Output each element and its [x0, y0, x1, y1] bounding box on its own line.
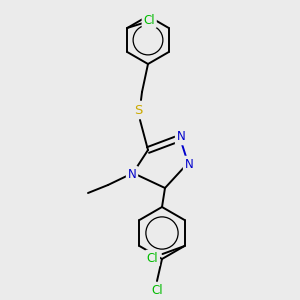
Text: Cl: Cl	[151, 284, 163, 298]
Text: N: N	[177, 130, 185, 143]
Text: Cl: Cl	[143, 14, 155, 26]
Text: Cl: Cl	[147, 251, 158, 265]
Text: S: S	[134, 103, 142, 116]
Text: N: N	[128, 167, 136, 181]
Text: N: N	[184, 158, 194, 170]
